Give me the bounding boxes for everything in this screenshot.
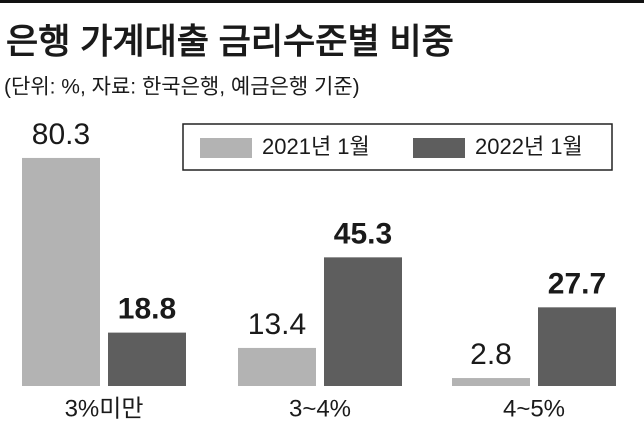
legend-label: 2022년 1월 <box>475 134 583 159</box>
value-label: 45.3 <box>334 217 392 250</box>
bar <box>324 257 402 386</box>
value-label: 18.8 <box>118 293 176 326</box>
chart-subtitle: (단위: %, 자료: 한국은행, 예금은행 기준) <box>4 76 360 99</box>
x-tick-label: 4~5% <box>503 395 565 422</box>
x-tick-label: 3~4% <box>289 395 351 422</box>
legend-swatch <box>200 138 252 158</box>
bar <box>538 307 616 386</box>
bar <box>452 378 530 386</box>
x-tick-label: 3%미만 <box>65 395 144 422</box>
bar <box>108 332 186 386</box>
value-label: 27.7 <box>548 267 606 300</box>
legend-box <box>182 123 613 171</box>
legend-swatch <box>413 138 465 158</box>
value-label: 13.4 <box>248 308 306 341</box>
legend-label: 2021년 1월 <box>262 134 370 159</box>
bar <box>22 157 100 386</box>
chart-title: 은행 가계대출 금리수준별 비중 <box>6 22 454 61</box>
bar <box>238 347 316 386</box>
value-label: 80.3 <box>32 118 90 151</box>
value-label: 2.8 <box>470 338 512 371</box>
